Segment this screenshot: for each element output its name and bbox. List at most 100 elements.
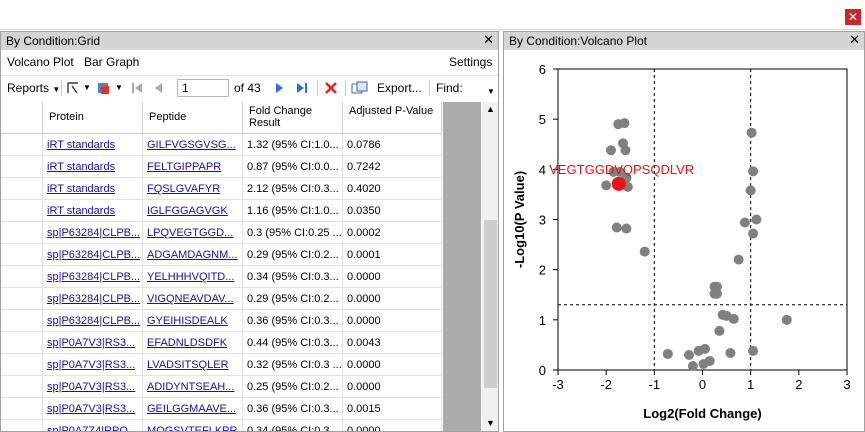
protein-cell[interactable]: sp|P0A7Z4|RPO...: [43, 420, 143, 431]
protein-cell[interactable]: sp|P63284|CLPB...: [43, 288, 143, 310]
previous-page-icon[interactable]: [151, 80, 167, 104]
table-row[interactable]: sp|P0A7V3|RS3... LVADSITSQLER 0.32 (95% CI…: [1, 354, 442, 376]
scroll-up-icon[interactable]: ▲: [486, 104, 495, 114]
data-point[interactable]: [751, 214, 762, 225]
data-point[interactable]: [748, 166, 759, 177]
data-point[interactable]: [733, 254, 744, 265]
volcano-plot-menu[interactable]: Volcano Plot: [7, 55, 74, 69]
peptide-cell[interactable]: GYEIHISDEALK: [143, 310, 243, 332]
data-point[interactable]: [698, 358, 709, 369]
data-point[interactable]: [684, 349, 695, 360]
protein-cell[interactable]: sp|P0A7V3|RS3...: [43, 398, 143, 420]
protein-cell[interactable]: sp|P0A7V3|RS3...: [43, 332, 143, 354]
data-point[interactable]: [601, 180, 612, 191]
table-row[interactable]: iRT standards FQSLGVAFYR 2.12 (95% CI:0.3.…: [1, 178, 442, 200]
next-page-icon[interactable]: [271, 80, 287, 104]
data-point[interactable]: [714, 325, 725, 336]
toolbar-overflow-icon[interactable]: ▼: [487, 87, 495, 96]
table-row[interactable]: sp|P0A7V3|RS3... GEILGGMAAVE... 0.36 (95% …: [1, 398, 442, 420]
sort-dropdown-arrow-icon[interactable]: ▼: [83, 83, 91, 92]
data-point[interactable]: [614, 166, 625, 177]
data-point[interactable]: [728, 313, 739, 324]
column-header-adjusted-p-value[interactable]: Adjusted P-Value: [343, 102, 442, 134]
page-number-input[interactable]: 1: [177, 79, 229, 97]
last-page-icon[interactable]: [294, 80, 310, 104]
scrollbar-thumb[interactable]: [484, 220, 497, 388]
first-page-icon[interactable]: [129, 80, 145, 104]
table-row[interactable]: iRT standards IGLFGGAGVGK 1.16 (95% CI:1.0…: [1, 200, 442, 222]
peptide-cell[interactable]: VIGQNEAVDAV...: [143, 288, 243, 310]
table-row[interactable]: sp|P63284|CLPB... VIGQNEAVDAV... 0.29 (95%…: [1, 288, 442, 310]
protein-cell[interactable]: sp|P63284|CLPB...: [43, 266, 143, 288]
highlighted-data-point[interactable]: [611, 176, 626, 191]
protein-cell[interactable]: iRT standards: [43, 156, 143, 178]
peptide-cell[interactable]: MQGSVTEFLKPR: [143, 420, 243, 431]
peptide-cell[interactable]: LPQVEGTGGD...: [143, 222, 243, 244]
reports-dropdown[interactable]: Reports ▼: [7, 76, 60, 100]
highlighted-point-label: VEGTGGDVQPSQDLVR: [549, 162, 694, 177]
volcano-panel-close-icon[interactable]: ✕: [849, 33, 860, 48]
protein-cell[interactable]: sp|P63284|CLPB...: [43, 310, 143, 332]
table-row[interactable]: sp|P63284|CLPB... LPQVEGTGGD... 0.3 (95% C…: [1, 222, 442, 244]
column-header-protein[interactable]: Protein: [43, 102, 143, 134]
table-row[interactable]: sp|P0A7Z4|RPO... MQGSVTEFLKPR 0.34 (95% CI…: [1, 420, 442, 431]
peptide-cell[interactable]: FELTGIPPAPR: [143, 156, 243, 178]
data-point[interactable]: [781, 314, 792, 325]
vertical-scrollbar[interactable]: ▲ ▼: [482, 102, 498, 431]
columns-icon[interactable]: [96, 80, 112, 104]
peptide-cell[interactable]: ADIDYNTSEAH...: [143, 376, 243, 398]
protein-cell[interactable]: iRT standards: [43, 134, 143, 156]
protein-cell[interactable]: iRT standards: [43, 178, 143, 200]
protein-cell[interactable]: sp|P0A7V3|RS3...: [43, 354, 143, 376]
data-point[interactable]: [748, 345, 759, 356]
protein-cell[interactable]: sp|P63284|CLPB...: [43, 222, 143, 244]
peptide-cell[interactable]: IGLFGGAGVGK: [143, 200, 243, 222]
table-row[interactable]: sp|P0A7V3|RS3... EFADNLDSDFK 0.44 (95% CI:…: [1, 332, 442, 354]
data-point[interactable]: [711, 288, 722, 299]
data-point[interactable]: [620, 145, 631, 156]
data-point[interactable]: [621, 223, 632, 234]
peptide-cell[interactable]: YELHHHVQITD...: [143, 266, 243, 288]
data-point[interactable]: [739, 217, 750, 228]
column-header-peptide[interactable]: Peptide: [143, 102, 243, 134]
columns-dropdown-arrow-icon[interactable]: ▼: [115, 83, 123, 92]
settings-menu[interactable]: Settings: [449, 55, 493, 69]
sort-icon[interactable]: [65, 80, 81, 104]
table-row[interactable]: sp|P0A7V3|RS3... ADIDYNTSEAH... 0.25 (95% …: [1, 376, 442, 398]
protein-cell[interactable]: iRT standards: [43, 200, 143, 222]
protein-cell[interactable]: sp|P63284|CLPB...: [43, 244, 143, 266]
table-row[interactable]: iRT standards GILFVGSGVSG... 1.32 (95% CI:…: [1, 134, 442, 156]
data-point[interactable]: [746, 127, 757, 138]
table-row[interactable]: sp|P63284|CLPB... YELHHHVQITD... 0.34 (95%…: [1, 266, 442, 288]
data-point[interactable]: [605, 145, 616, 156]
peptide-cell[interactable]: GEILGGMAAVE...: [143, 398, 243, 420]
column-header-fold-change[interactable]: Fold Change Result: [243, 102, 343, 134]
data-point[interactable]: [687, 360, 698, 371]
protein-cell[interactable]: sp|P0A7V3|RS3...: [43, 376, 143, 398]
export-button[interactable]: Export...: [377, 81, 422, 95]
peptide-cell[interactable]: LVADSITSQLER: [143, 354, 243, 376]
grid-panel-close-icon[interactable]: ✕: [483, 33, 494, 48]
p-value-cell: 0.0000: [343, 288, 442, 310]
bar-graph-menu[interactable]: Bar Graph: [84, 55, 140, 69]
close-icon[interactable]: ✕: [845, 9, 861, 25]
peptide-cell[interactable]: GILFVGSGVSG...: [143, 134, 243, 156]
data-point[interactable]: [693, 345, 704, 356]
peptide-cell[interactable]: ADGAMDAGNM...: [143, 244, 243, 266]
export-icon[interactable]: [351, 80, 369, 104]
peptide-cell[interactable]: EFADNLDSDFK: [143, 332, 243, 354]
table-row[interactable]: sp|P63284|CLPB... ADGAMDAGNM... 0.29 (95% …: [1, 244, 442, 266]
data-point[interactable]: [748, 228, 759, 239]
table-row[interactable]: sp|P63284|CLPB... GYEIHISDEALK 0.36 (95% C…: [1, 310, 442, 332]
data-point[interactable]: [619, 118, 630, 129]
data-point[interactable]: [745, 185, 756, 196]
data-point[interactable]: [611, 222, 622, 233]
table-row[interactable]: iRT standards FELTGIPPAPR 0.87 (95% CI:0.0…: [1, 156, 442, 178]
data-point[interactable]: [639, 246, 650, 257]
data-point[interactable]: [725, 347, 736, 358]
volcano-plot[interactable]: -3 -2 -1 0 1 2 3 0 1 2 3 4 5 6 VEGTGGDVQPSQDLVR Log2(Fo…: [504, 51, 864, 431]
data-point[interactable]: [662, 348, 673, 359]
scroll-down-icon[interactable]: ▼: [486, 418, 495, 428]
peptide-cell[interactable]: FQSLGVAFYR: [143, 178, 243, 200]
delete-icon[interactable]: [323, 80, 339, 104]
